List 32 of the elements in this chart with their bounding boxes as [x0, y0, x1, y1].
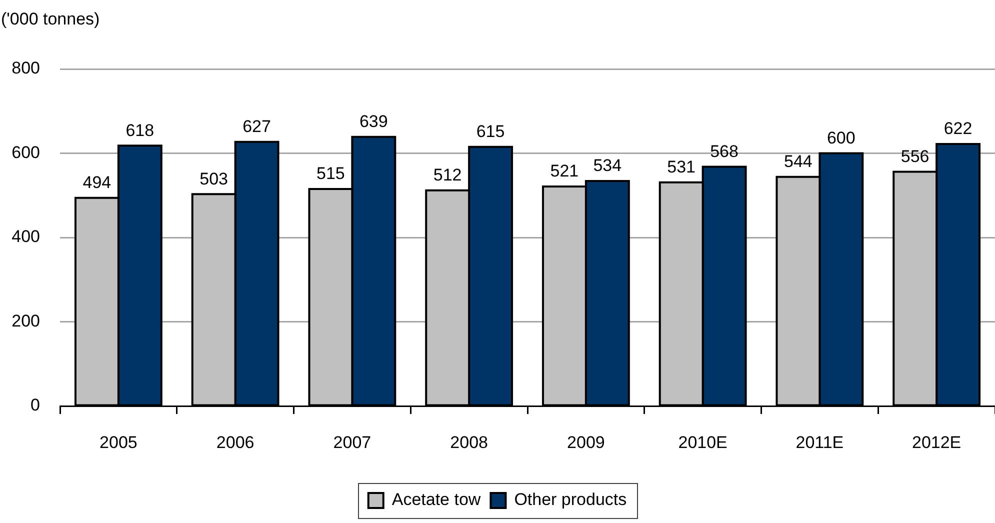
- legend-label: Other products: [514, 490, 627, 510]
- x-tick-label: 2009: [567, 432, 605, 452]
- data-label: 556: [900, 146, 930, 166]
- y-tick-label: 400: [12, 227, 40, 246]
- x-tick-label: 2005: [100, 432, 138, 452]
- data-label: 544: [784, 152, 812, 172]
- data-label: 531: [667, 158, 696, 177]
- data-label: 622: [944, 119, 972, 138]
- data-label: 512: [433, 166, 462, 185]
- data-label: 618: [126, 120, 154, 140]
- data-label: 627: [242, 117, 271, 136]
- data-label: 503: [200, 169, 228, 188]
- y-tick-label: 0: [30, 396, 40, 415]
- data-label: 568: [710, 142, 738, 161]
- x-tick-label: 2007: [333, 432, 372, 452]
- data-label: 600: [826, 128, 856, 148]
- x-tick-label: 2011E: [796, 432, 844, 452]
- x-tick-label: 2010E: [678, 432, 728, 452]
- data-label: 534: [593, 156, 622, 176]
- y-tick-label: 200: [12, 311, 40, 330]
- x-tick-label: 2012E: [912, 432, 962, 452]
- data-label: 615: [476, 122, 505, 142]
- data-label: 494: [82, 173, 112, 192]
- legend-label: Acetate tow: [392, 490, 482, 510]
- data-label: 515: [316, 164, 345, 184]
- y-tick-label: 800: [12, 58, 40, 78]
- data-label: 521: [550, 162, 579, 181]
- y-tick-label: 600: [12, 142, 40, 162]
- x-tick-label: 2006: [216, 432, 254, 452]
- x-tick-label: 2008: [450, 432, 488, 452]
- y-axis-title: ('000 tonnes): [1, 10, 100, 29]
- data-label: 639: [359, 112, 388, 132]
